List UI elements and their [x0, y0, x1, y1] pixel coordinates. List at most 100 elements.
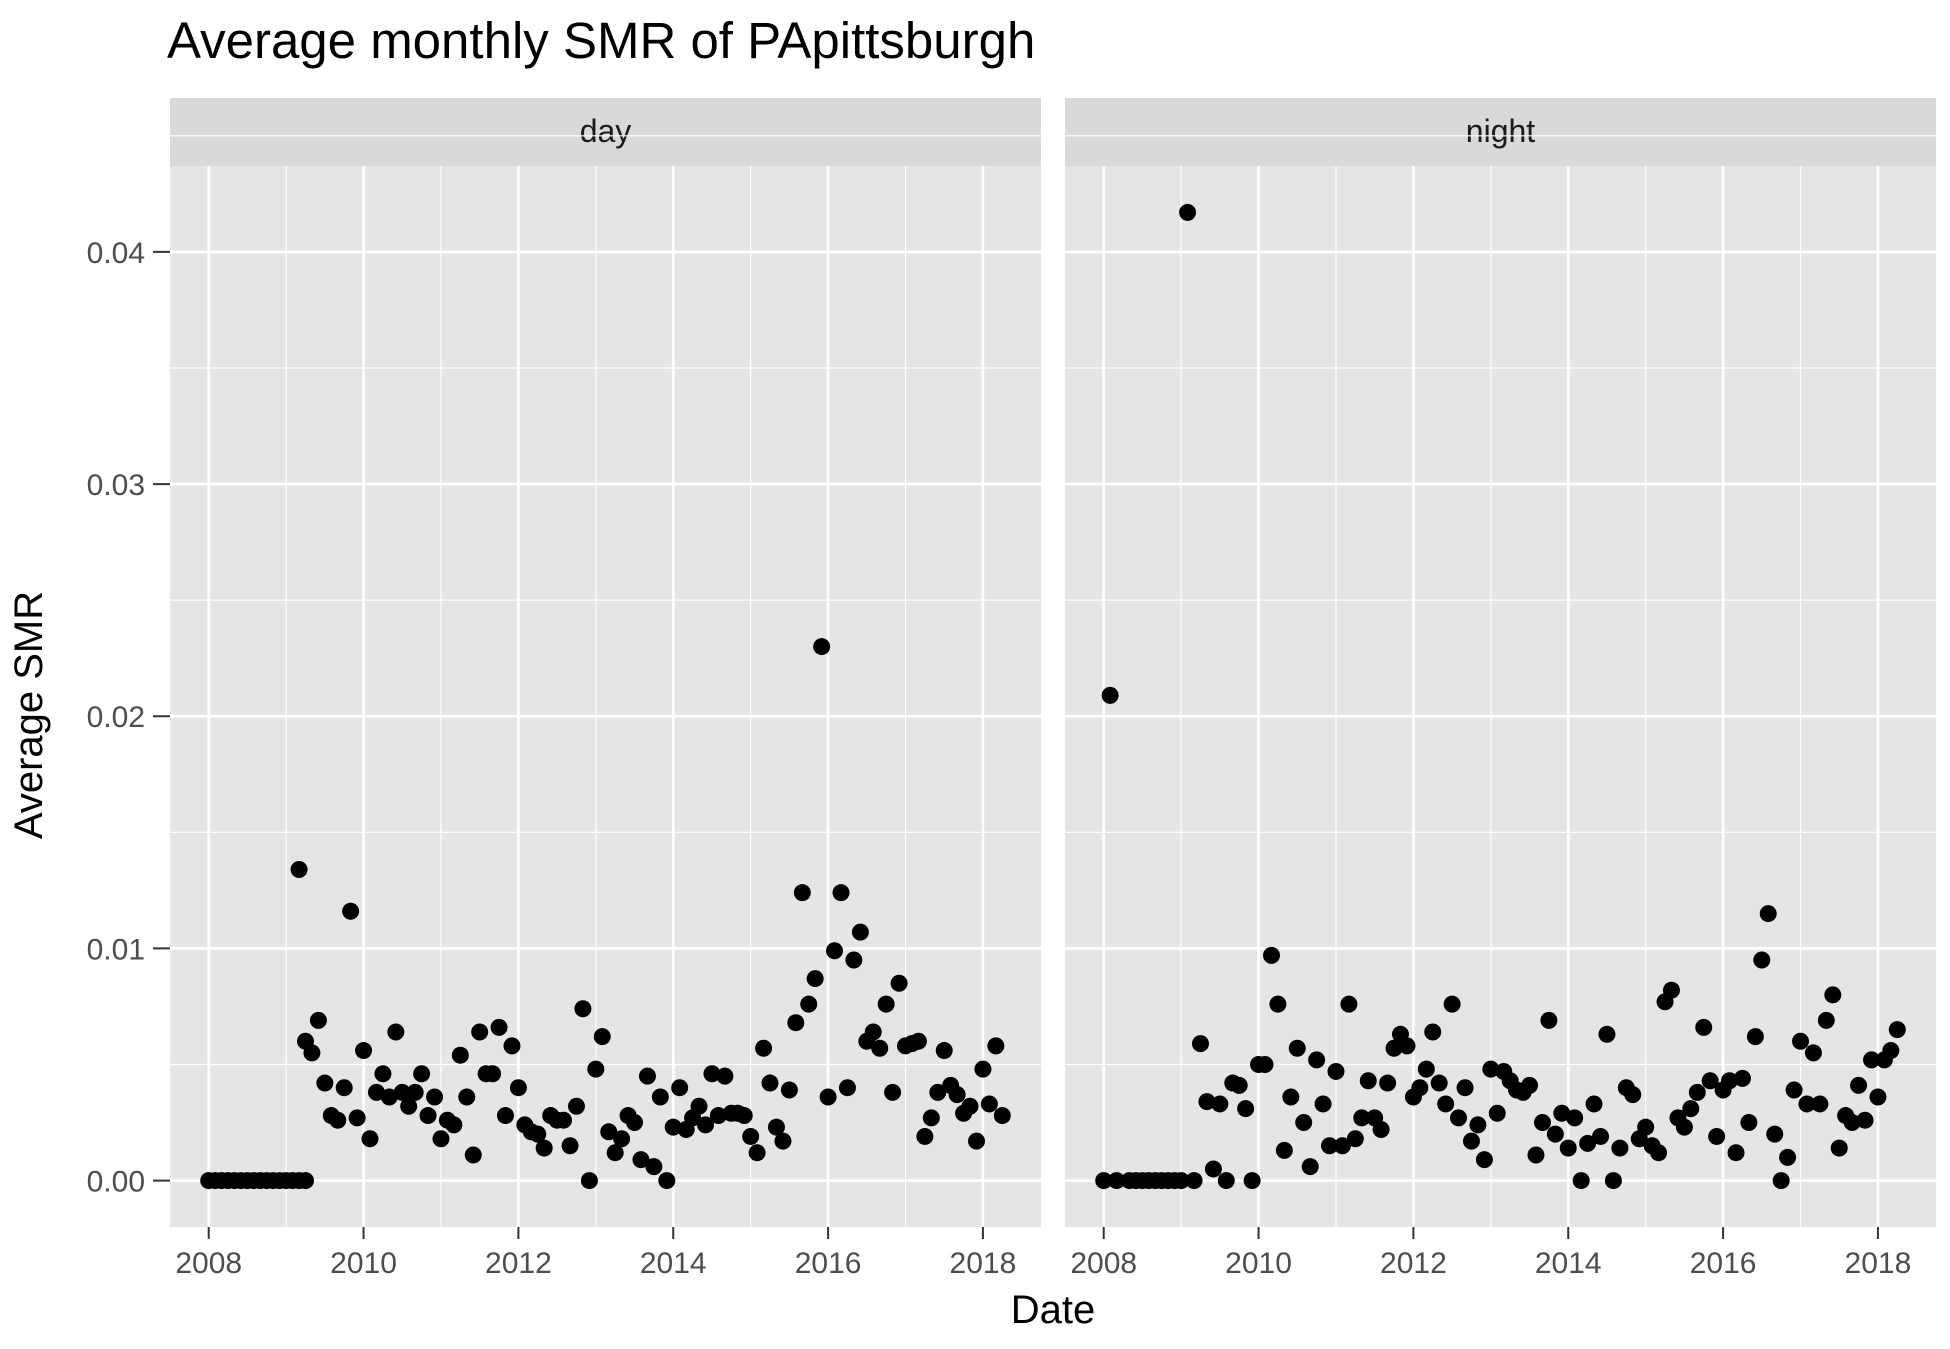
data-point — [1604, 1172, 1622, 1190]
data-point — [1475, 1151, 1493, 1169]
data-point — [342, 902, 360, 920]
data-point — [1456, 1079, 1474, 1097]
data-point — [1521, 1076, 1539, 1094]
data-point — [1450, 1109, 1468, 1127]
data-point — [1824, 986, 1842, 1004]
data-point — [329, 1111, 347, 1129]
data-point — [948, 1086, 966, 1104]
data-point — [1559, 1139, 1577, 1157]
data-point — [864, 1023, 882, 1041]
data-point — [1282, 1088, 1300, 1106]
data-point — [935, 1042, 953, 1060]
data-point — [1546, 1125, 1564, 1143]
data-point — [393, 1083, 411, 1101]
data-point — [1437, 1095, 1455, 1113]
data-point — [1256, 1055, 1274, 1073]
data-point — [1488, 1104, 1506, 1122]
data-point — [1424, 1023, 1442, 1041]
data-point — [838, 1079, 856, 1097]
facet-panels: day 2008 2010 2012 2014 2016 2018 night 2008 2010… — [170, 98, 1936, 1280]
data-point — [793, 884, 811, 902]
data-point — [1333, 1137, 1351, 1155]
data-point — [296, 1172, 314, 1190]
data-point — [1321, 1137, 1339, 1155]
data-point — [890, 974, 908, 992]
data-point — [503, 1037, 521, 1055]
data-point — [1346, 1130, 1364, 1148]
data-point — [1301, 1158, 1319, 1176]
x-tick-label: 2008 — [1070, 1247, 1137, 1280]
data-point — [1592, 1127, 1610, 1145]
data-point — [1533, 1114, 1551, 1132]
y-axis-title: Average SMR — [7, 591, 51, 839]
data-point — [1482, 1060, 1500, 1078]
data-point — [1598, 1025, 1616, 1043]
data-point — [1353, 1109, 1371, 1127]
data-point — [664, 1118, 682, 1136]
panel-background — [1065, 166, 1936, 1227]
data-point — [1572, 1172, 1590, 1190]
y-tick-label: 0.00 — [87, 1166, 145, 1199]
data-point — [709, 1107, 727, 1125]
data-point — [1308, 1051, 1326, 1069]
data-point — [458, 1088, 476, 1106]
data-point — [909, 1032, 927, 1050]
data-point — [490, 1018, 508, 1036]
data-point — [613, 1130, 631, 1148]
data-point — [445, 1116, 463, 1134]
facet-strip — [170, 98, 1041, 166]
data-point — [1675, 1118, 1693, 1136]
data-point — [1185, 1172, 1203, 1190]
panel-background — [170, 166, 1041, 1227]
data-point — [1850, 1076, 1868, 1094]
data-point — [580, 1172, 598, 1190]
data-point — [367, 1083, 385, 1101]
data-point — [929, 1083, 947, 1101]
data-point — [426, 1088, 444, 1106]
data-point — [1566, 1109, 1584, 1127]
data-point — [419, 1107, 437, 1125]
data-point — [555, 1111, 573, 1129]
data-point — [845, 951, 863, 969]
data-point — [1540, 1011, 1558, 1029]
data-point — [1101, 686, 1119, 704]
data-point — [780, 1081, 798, 1099]
x-tick-label: 2016 — [795, 1247, 862, 1280]
data-point — [290, 860, 308, 878]
data-point — [1262, 946, 1280, 964]
data-point — [1792, 1032, 1810, 1050]
x-tick-label: 2014 — [640, 1247, 707, 1280]
data-point — [645, 1158, 663, 1176]
data-point — [509, 1079, 527, 1097]
data-point — [1443, 995, 1461, 1013]
data-point — [671, 1079, 689, 1097]
data-point — [1772, 1172, 1790, 1190]
data-point — [832, 884, 850, 902]
data-point — [374, 1065, 392, 1083]
data-point — [1585, 1095, 1603, 1113]
facet-strip — [1065, 98, 1936, 166]
data-point — [1624, 1086, 1642, 1104]
y-tick-label: 0.03 — [87, 469, 145, 502]
data-point — [638, 1067, 656, 1085]
data-point — [987, 1037, 1005, 1055]
data-point — [1733, 1069, 1751, 1087]
data-point — [755, 1039, 773, 1057]
data-point — [774, 1132, 792, 1150]
data-point — [813, 638, 831, 656]
data-point — [1811, 1095, 1829, 1113]
data-point — [471, 1023, 489, 1041]
data-point — [1411, 1079, 1429, 1097]
data-point — [1662, 981, 1680, 999]
data-point — [748, 1144, 766, 1162]
data-point — [735, 1107, 753, 1125]
data-point — [1295, 1114, 1313, 1132]
data-point — [1288, 1039, 1306, 1057]
data-point — [632, 1151, 650, 1169]
data-point — [1379, 1074, 1397, 1092]
data-point — [968, 1132, 986, 1150]
data-point — [697, 1116, 715, 1134]
data-point — [1553, 1104, 1571, 1122]
data-point — [1856, 1111, 1874, 1129]
data-point — [348, 1109, 366, 1127]
